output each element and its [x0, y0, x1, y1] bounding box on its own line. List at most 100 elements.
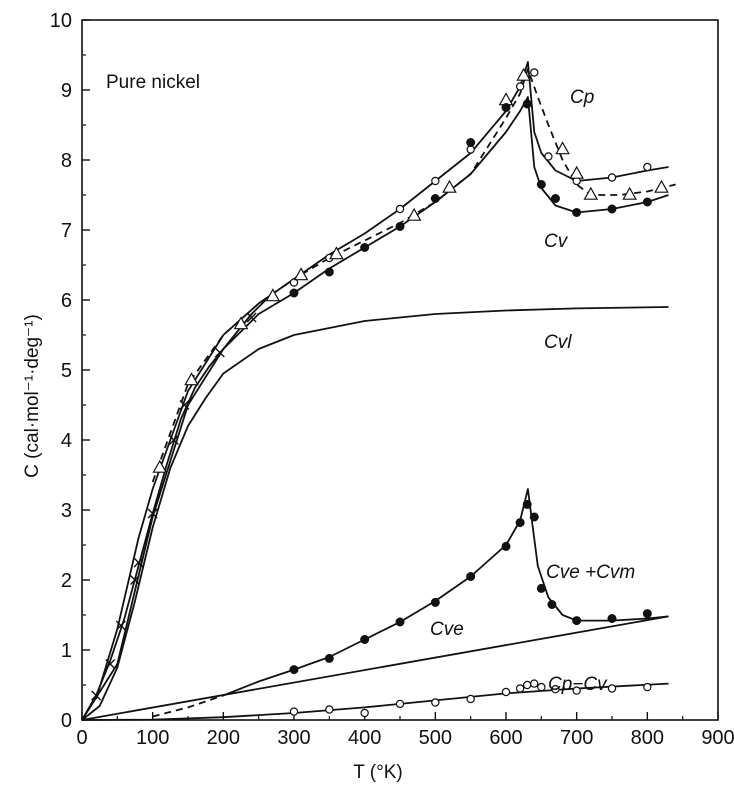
- x-tick-label: 200: [207, 727, 240, 749]
- data-point-cve_cvm-5: [324, 653, 334, 663]
- data-point-extra-4: [130, 575, 140, 585]
- data-point-cp-0: [530, 68, 539, 77]
- data-point-cv-2: [501, 103, 511, 112]
- series-line-extra-6: [152, 694, 224, 718]
- data-point-cp-1: [152, 459, 168, 473]
- data-point-cp_cv-8: [501, 687, 511, 697]
- annotation-cve: Cve: [430, 619, 464, 640]
- data-point-cv-2: [642, 197, 652, 207]
- data-point-cp-0: [643, 162, 652, 172]
- y-tick-label: 2: [61, 570, 72, 592]
- data-point-cve_cvm-5: [522, 499, 532, 509]
- data-point-extra-4: [91, 690, 102, 701]
- x-tick-label: 900: [701, 727, 734, 749]
- series-line-cve_cvm-5: [223, 488, 669, 697]
- data-point-cp_cv-8: [360, 708, 369, 718]
- data-point-cv-2: [550, 194, 560, 203]
- data-point-cp-1: [293, 267, 309, 281]
- y-tick-label: 1: [61, 640, 72, 662]
- data-point-extra-4: [214, 347, 225, 358]
- data-point-cve_cvm-5: [607, 614, 617, 623]
- series-line-extra-4: [81, 299, 267, 721]
- data-point-cve_cvm-5: [529, 512, 539, 522]
- data-point-extra-4: [246, 312, 257, 323]
- data-point-cv-2: [536, 180, 546, 189]
- x-axis-title: T (°K): [353, 762, 402, 783]
- annotation-cp-minus-cv: Cp−Cv: [548, 674, 608, 695]
- data-point-cve_cvm-5: [289, 665, 299, 675]
- markers: [91, 67, 669, 718]
- x-tick-label: 500: [419, 727, 452, 749]
- x-tick-label: 800: [631, 727, 664, 749]
- data-point-cv-2: [289, 288, 299, 298]
- data-point-cv-2: [324, 267, 334, 277]
- data-point-cp-0: [607, 173, 617, 182]
- y-tick-label: 10: [50, 10, 72, 32]
- plot-border: [81, 19, 719, 721]
- x-tick-label: 600: [489, 727, 522, 749]
- data-point-cp-1: [329, 246, 344, 260]
- y-tick-label: 5: [61, 360, 72, 382]
- data-point-cp_cv-8: [395, 699, 405, 709]
- annotation-cp: Cp: [570, 87, 594, 108]
- annotation-cv: Cv: [544, 231, 569, 252]
- data-point-extra-4: [105, 659, 116, 669]
- data-point-cp-0: [431, 176, 440, 186]
- data-point-extra-4: [179, 400, 190, 410]
- data-point-cp-1: [406, 207, 422, 221]
- data-point-cp-1: [233, 316, 249, 330]
- data-point-cp_cv-8: [515, 684, 525, 693]
- data-point-cve_cvm-5: [547, 600, 557, 609]
- data-point-cp_cv-8: [572, 686, 581, 695]
- data-point-cv-2: [360, 243, 370, 252]
- annotation-cvl: Cvl: [544, 332, 572, 353]
- data-point-cve_cvm-5: [466, 572, 476, 581]
- y-tick-label: 8: [61, 150, 72, 172]
- y-axis-ticks: 0 1 2 3 4 5 6 7 8 9 10: [50, 10, 90, 732]
- data-point-cv-2: [466, 138, 476, 147]
- data-point-cp_cv-8: [530, 679, 539, 688]
- data-point-cve_cvm-5: [642, 609, 652, 619]
- data-point-cve_cvm-5: [360, 635, 370, 644]
- data-point-cve_cvm-5: [430, 597, 440, 607]
- data-point-extra-4: [133, 557, 144, 568]
- curves: [81, 61, 676, 721]
- annotation-material: Pure nickel: [106, 72, 200, 93]
- data-point-cv-2: [395, 222, 405, 231]
- data-point-cp_cv-8: [523, 680, 532, 690]
- series-line-cve-7: [81, 615, 669, 721]
- data-point-cp-1: [583, 186, 599, 200]
- data-point-cp-1: [516, 67, 531, 81]
- y-tick-label: 3: [61, 500, 72, 522]
- annotation-cve-cvm: Cve +Cvm: [546, 562, 635, 583]
- x-tick-label: 400: [348, 727, 381, 749]
- data-point-cp_cv-8: [289, 707, 299, 716]
- data-point-extra-4: [168, 435, 179, 445]
- data-point-cve_cvm-5: [501, 541, 511, 551]
- x-tick-label: 700: [560, 727, 593, 749]
- data-point-cv-2: [607, 204, 617, 214]
- data-point-cp-1: [265, 288, 281, 302]
- data-point-extra-4: [115, 620, 126, 631]
- data-point-cp_cv-8: [431, 698, 440, 707]
- data-point-cp-0: [515, 82, 525, 91]
- data-point-cve_cvm-5: [395, 617, 405, 627]
- data-point-cp-1: [442, 179, 457, 193]
- x-tick-label: 300: [277, 727, 310, 749]
- y-tick-label: 0: [61, 710, 72, 732]
- series-line-cp-0: [95, 61, 669, 700]
- data-point-cp-1: [184, 372, 199, 386]
- y-tick-label: 4: [61, 430, 72, 452]
- y-tick-label: 7: [61, 220, 72, 242]
- data-point-cp-1: [622, 186, 637, 200]
- y-tick-label: 6: [61, 290, 72, 312]
- series-line-cv-2: [81, 96, 669, 721]
- data-point-cp-1: [654, 179, 669, 193]
- data-point-cv-2: [522, 99, 532, 109]
- data-point-cv-2: [430, 194, 440, 203]
- x-tick-label: 100: [136, 727, 169, 749]
- data-point-cv-2: [572, 208, 582, 217]
- data-point-extra-4: [147, 508, 158, 519]
- data-point-cp-0: [289, 278, 299, 287]
